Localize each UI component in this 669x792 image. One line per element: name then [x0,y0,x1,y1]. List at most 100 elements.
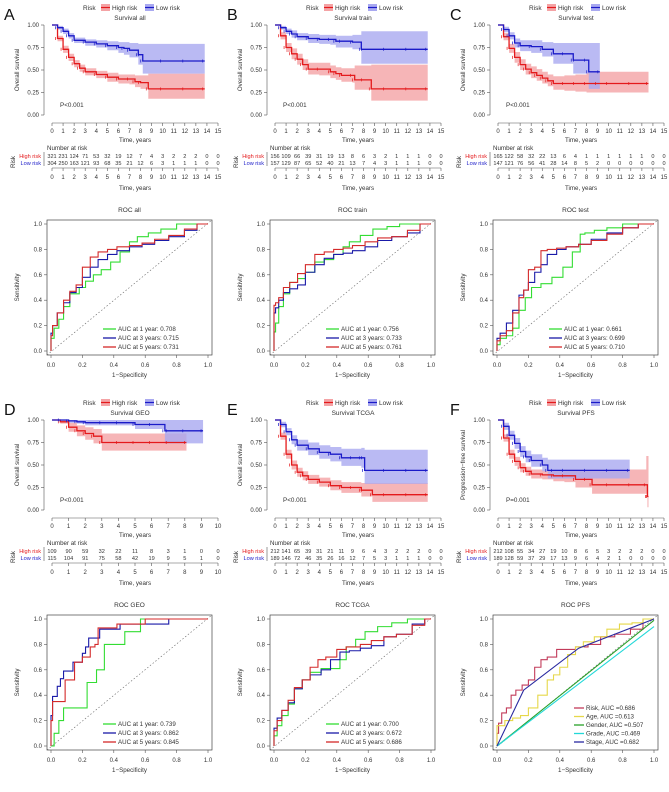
risk-x-tick-label: 14 [650,175,657,181]
risk-count: 6 [585,556,588,562]
x-tick-label: 12 [181,129,188,135]
x-axis-label: Time, years [565,532,597,539]
x-tick-label: 0.4 [333,363,342,369]
risk-x-axis-label: Time, years [342,580,374,587]
y-tick-label: 0.2 [34,324,43,330]
y-tick-label: 0.0 [34,744,43,750]
risk-x-tick-label: 11 [394,175,401,181]
x-tick-label: 7 [351,524,355,530]
risk-x-tick-label: 2 [84,570,88,576]
risk-count: 1 [183,549,186,555]
y-tick-label: 0.0 [480,744,489,750]
km-legend: Risk High risk Low risk [529,399,627,407]
risk-count: 2 [183,154,186,160]
risk-count: 5 [183,556,186,562]
risk-x-tick-label: 2 [72,175,76,181]
x-tick-label: 9 [373,129,377,135]
y-tick-label: 0.0 [257,744,266,750]
chart-title: ROC TCGA [335,602,370,609]
risk-count: 3 [167,549,170,555]
x-tick-label: 0 [496,129,500,135]
x-tick-label: 11 [171,129,178,135]
x-tick-label: 0.0 [270,758,279,764]
risk-count: 1 [395,154,398,160]
y-tick-label: 0.00 [250,508,262,514]
risk-count: 0 [640,161,643,167]
x-tick-label: 4 [318,129,322,135]
risk-count: 11 [338,549,344,555]
risk-count: 146 [281,556,290,562]
y-tick-label: 0.25 [27,486,39,492]
x-tick-label: 4 [318,524,322,530]
roc-curve-1 [496,618,654,746]
confidence-band-low [275,25,428,64]
risk-count: 28 [550,161,556,167]
risk-row-label: High risk [465,154,487,160]
x-tick-label: 6 [117,129,121,135]
x-tick-label: 0.0 [270,363,279,369]
risk-x-tick-label: 12 [627,175,634,181]
y-tick-label: 0.00 [27,508,39,514]
risk-count: 1 [607,154,610,160]
risk-count: 5 [585,161,588,167]
x-tick-label: 3 [100,524,104,530]
x-tick-label: 11 [617,524,624,530]
risk-count: 2 [607,556,610,562]
risk-count: 121 [81,161,90,167]
risk-count: 22 [115,549,121,555]
risk-count: 3 [161,154,164,160]
risk-count: 8 [351,154,354,160]
risk-count: 1 [585,154,588,160]
risk-count: 0 [640,556,643,562]
x-axis-label: Time, years [119,137,151,144]
roc-curve-2 [50,618,208,746]
x-tick-label: 0 [50,129,54,135]
y-axis-label: Sensitivity [460,273,467,302]
risk-count: 9 [574,556,577,562]
reference-diagonal [492,219,659,356]
x-tick-label: 0.2 [301,363,310,369]
survival-curve-low [275,419,428,472]
x-tick-label: 5 [552,524,556,530]
risk-x-tick-label: 2 [295,570,299,576]
risk-count: 1 [629,154,632,160]
risk-count: 2 [172,154,175,160]
y-tick-label: 0.4 [480,298,489,304]
x-tick-label: 0.2 [524,363,533,369]
risk-table-ylabel: Risk [10,550,17,563]
x-tick-label: 14 [204,129,211,135]
risk-count: 29 [539,556,545,562]
legend-label: Stage, AUC =0.682 [586,739,640,746]
y-tick-label: 0.4 [34,693,43,699]
survival-curve-high [52,24,205,90]
risk-count: 12 [349,556,355,562]
x-tick-label: 4 [541,524,545,530]
x-tick-label: 1 [507,129,511,135]
x-axis-label: 1−Specificity [558,372,594,379]
risk-count: 0 [200,549,203,555]
x-tick-label: 15 [215,129,222,135]
risk-x-tick-label: 15 [215,175,222,181]
risk-row-label: Low risk [243,161,264,167]
risk-x-tick-label: 3 [530,570,534,576]
panel-letter: D [4,402,16,419]
risk-x-tick-label: 15 [661,570,668,576]
confidence-band-high [52,25,205,99]
risk-count: 13 [349,161,355,167]
risk-x-tick-label: 13 [416,570,423,576]
x-tick-label: 15 [438,129,445,135]
risk-count: 19 [550,549,556,555]
y-tick-label: 0.8 [34,247,43,253]
risk-x-axis-label: Time, years [565,580,597,587]
risk-count: 13 [550,154,556,160]
risk-count: 39 [305,154,311,160]
y-tick-label: 0.0 [480,349,489,355]
x-tick-label: 2 [518,524,522,530]
risk-x-tick-label: 0 [273,175,277,181]
x-tick-label: 6 [563,524,567,530]
risk-count: 8 [150,549,153,555]
x-tick-label: 0.6 [587,363,596,369]
risk-count: 72 [294,556,300,562]
x-axis-label: 1−Specificity [335,372,371,379]
